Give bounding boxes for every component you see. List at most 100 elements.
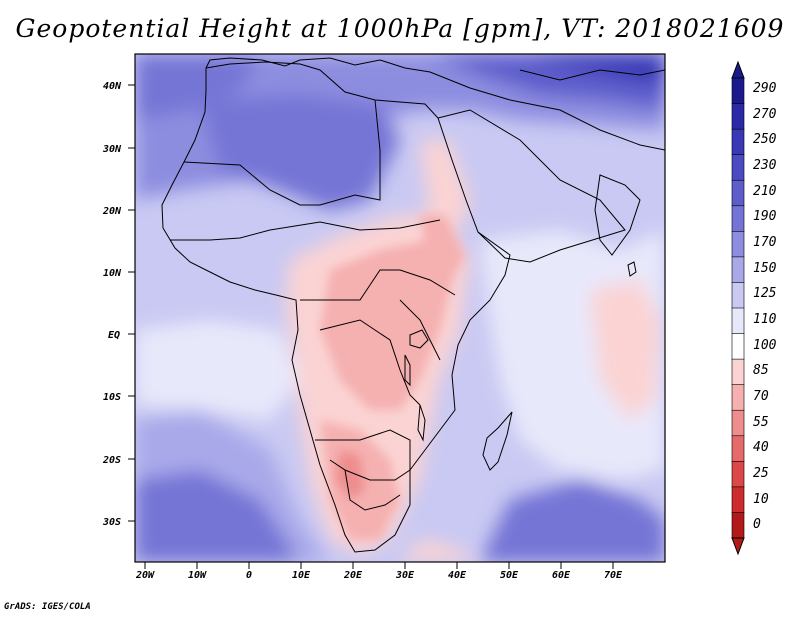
colorbar-bottom-arrow	[731, 537, 745, 556]
lat-label: 20N	[102, 206, 122, 217]
colorbar-cell	[731, 256, 745, 284]
colorbar-cell	[731, 179, 745, 207]
colorbar-cell	[731, 103, 745, 130]
lat-tick: 40N	[103, 81, 135, 92]
field-lower-congo	[320, 240, 455, 410]
lat-label: EQ	[108, 330, 120, 341]
colorbar-cell	[731, 333, 745, 360]
lon-label: 20W	[135, 570, 155, 581]
coastline-africa	[161, 61, 511, 553]
border-n-africa	[183, 99, 381, 206]
coastline-madagascar	[482, 411, 513, 471]
lon-tick: 10W	[188, 562, 207, 581]
field-lower-ethiopia	[420, 215, 465, 285]
lat-label: 10N	[103, 268, 122, 279]
colorbar-cell	[731, 282, 745, 309]
lat-tick: 10N	[103, 268, 135, 279]
border-east	[399, 299, 441, 361]
colorbar-cell	[731, 128, 745, 156]
colorbar-label: 290	[753, 81, 777, 96]
lat-tick: 30N	[102, 144, 135, 155]
colorbar-label: 110	[753, 312, 777, 327]
lake-tanganyika	[404, 354, 411, 387]
lon-tick: 30E	[395, 562, 415, 581]
field-sahara-high	[200, 95, 400, 210]
lat-label: 30S	[102, 517, 121, 528]
colorbar-cell	[731, 409, 745, 437]
colorbar-cell	[731, 435, 745, 462]
plot-frame	[134, 53, 666, 563]
colorbar-cell	[731, 512, 745, 539]
colorbar-cell	[731, 205, 745, 232]
colorbar-cell	[731, 154, 745, 181]
coastline-srilanka	[627, 261, 637, 277]
credit-text: GrADS: IGES/COLA	[4, 602, 91, 612]
colorbar-cell	[731, 231, 745, 258]
lon-label: 30E	[395, 570, 415, 581]
lat-label: 10S	[103, 392, 121, 403]
lon-tick: 60E	[552, 562, 571, 581]
field-low-redsea	[420, 140, 470, 230]
field-west-ocean	[135, 320, 300, 420]
lon-label: 40E	[448, 570, 467, 581]
lon-tick: 20W	[135, 562, 155, 581]
lon-tick: 70E	[604, 562, 623, 581]
colorbar-label: 190	[753, 209, 777, 224]
lon-label: 10W	[188, 570, 207, 581]
colorbar-cell	[731, 486, 745, 514]
lon-label: 60E	[552, 570, 571, 581]
lon-tick: 10E	[292, 562, 311, 581]
border-sahel	[170, 219, 441, 241]
colorbar-label: 55	[753, 415, 769, 430]
field-low-mozambique	[400, 540, 480, 562]
lon-tick: 20E	[343, 562, 363, 581]
lon-tick: 0	[246, 562, 252, 581]
colorbar-labels: 290 270 250 230 210 190 170 150 125 110 …	[753, 81, 777, 532]
lat-axis: 40N 30N 20N 10N EQ 10S 20S 30S	[102, 81, 135, 528]
colorbar-label: 25	[753, 466, 769, 481]
border-south-2	[344, 469, 401, 511]
field-southeast-high	[480, 480, 665, 562]
colorbar-cell	[731, 358, 745, 386]
border-south	[315, 429, 411, 481]
field-southwest-deep	[135, 470, 300, 562]
lat-tick: 20N	[102, 206, 135, 217]
lat-label: 30N	[102, 144, 122, 155]
colorbar-label: 85	[753, 363, 769, 378]
colorbar-cell	[731, 77, 745, 105]
colorbar-cell	[731, 461, 745, 488]
colorbar-label: 0	[753, 517, 761, 532]
map-title: Geopotential Height at 1000hPa [gpm], VT…	[15, 14, 785, 43]
border-central	[300, 269, 456, 301]
lon-label: 10E	[292, 570, 311, 581]
field-low-eastern	[590, 280, 660, 420]
colorbar-label: 100	[753, 338, 777, 353]
lat-tick: 10S	[103, 392, 135, 403]
colorbar-label: 40	[753, 440, 769, 455]
lon-label: 0	[246, 570, 252, 581]
colorbar-cell	[731, 307, 745, 335]
colorbar: 290 270 250 230 210 190 170 150 125 110 …	[731, 60, 777, 556]
border-iran	[469, 87, 665, 151]
colorbar-label: 210	[753, 184, 777, 199]
lat-label: 40N	[103, 81, 122, 92]
colorbar-label: 270	[753, 107, 777, 122]
lon-tick: 40E	[448, 562, 467, 581]
colorbar-cells	[731, 77, 745, 539]
colorbar-label: 170	[753, 235, 777, 250]
field-high-northwest	[135, 54, 260, 120]
colorbar-label: 250	[753, 132, 777, 147]
lat-tick: 30S	[102, 517, 135, 528]
colorbar-label: 150	[753, 261, 777, 276]
coastline-europe	[205, 57, 471, 89]
lat-tick: 20S	[102, 455, 135, 466]
lon-label: 20E	[343, 570, 363, 581]
field-lower-kalahari	[335, 450, 365, 500]
lake-victoria	[409, 329, 429, 349]
lon-label: 50E	[500, 570, 519, 581]
lon-label: 70E	[604, 570, 623, 581]
coastline-india	[594, 174, 641, 256]
lat-tick: EQ	[108, 330, 135, 341]
colorbar-label: 125	[753, 286, 777, 301]
